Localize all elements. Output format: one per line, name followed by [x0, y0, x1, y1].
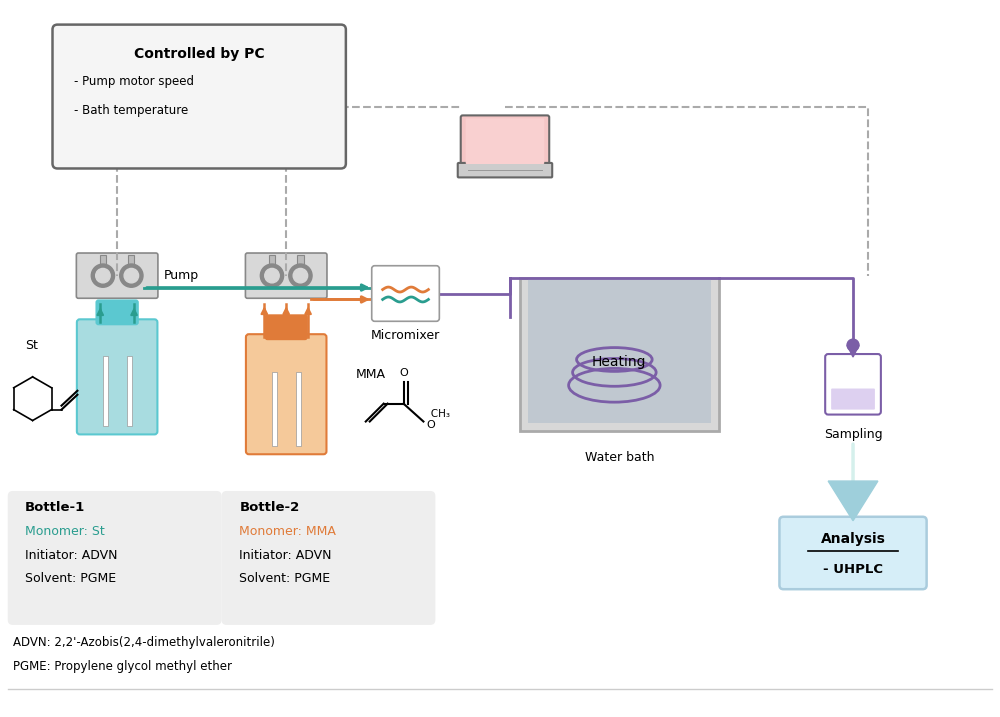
Text: - Bath temperature: - Bath temperature: [74, 105, 189, 118]
Polygon shape: [847, 345, 859, 357]
Bar: [269, 255, 275, 264]
Circle shape: [124, 268, 139, 283]
Text: St: St: [25, 338, 38, 351]
FancyBboxPatch shape: [76, 253, 158, 298]
Circle shape: [96, 268, 110, 283]
FancyBboxPatch shape: [222, 491, 435, 625]
FancyBboxPatch shape: [251, 384, 321, 450]
Text: Pump: Pump: [164, 269, 199, 282]
Polygon shape: [828, 481, 878, 521]
Text: O: O: [399, 368, 408, 378]
Text: Monomer: MMA: Monomer: MMA: [239, 525, 336, 538]
FancyBboxPatch shape: [779, 517, 927, 589]
Text: Water bath: Water bath: [585, 451, 654, 465]
Circle shape: [289, 264, 312, 288]
Text: Initiator: ADVN: Initiator: ADVN: [239, 549, 332, 562]
Circle shape: [260, 264, 284, 288]
FancyBboxPatch shape: [246, 334, 326, 455]
Bar: [100, 255, 106, 264]
FancyBboxPatch shape: [461, 115, 549, 168]
Text: - UHPLC: - UHPLC: [823, 563, 883, 576]
Bar: [272, 372, 277, 446]
Text: PGME: Propylene glycol methyl ether: PGME: Propylene glycol methyl ether: [13, 660, 232, 673]
Bar: [103, 356, 108, 427]
Text: Heating: Heating: [592, 355, 647, 369]
FancyBboxPatch shape: [466, 118, 544, 164]
Text: Solvent: PGME: Solvent: PGME: [25, 571, 116, 585]
FancyBboxPatch shape: [77, 319, 157, 435]
Text: Bottle-2: Bottle-2: [239, 501, 300, 514]
Text: ADVN: 2,2'-Azobis(2,4-dimethylvaleronitrile): ADVN: 2,2'-Azobis(2,4-dimethylvaleronitr…: [13, 636, 275, 650]
Text: CH₃: CH₃: [421, 409, 450, 419]
FancyBboxPatch shape: [831, 389, 875, 409]
FancyBboxPatch shape: [825, 354, 881, 414]
Circle shape: [120, 264, 143, 288]
Text: Initiator: ADVN: Initiator: ADVN: [25, 549, 117, 562]
Text: MMA: MMA: [356, 369, 386, 381]
FancyBboxPatch shape: [528, 277, 711, 424]
FancyBboxPatch shape: [82, 373, 152, 429]
Bar: [296, 372, 301, 446]
FancyBboxPatch shape: [53, 24, 346, 168]
Text: Solvent: PGME: Solvent: PGME: [239, 571, 331, 585]
Circle shape: [91, 264, 115, 288]
Text: Micromixer: Micromixer: [371, 329, 440, 342]
Text: Monomer: St: Monomer: St: [25, 525, 104, 538]
Text: Bottle-1: Bottle-1: [25, 501, 85, 514]
Circle shape: [293, 268, 308, 283]
Text: Controlled by PC: Controlled by PC: [134, 47, 265, 62]
FancyBboxPatch shape: [245, 253, 327, 298]
Text: Analysis: Analysis: [821, 531, 885, 546]
Circle shape: [847, 339, 859, 351]
FancyBboxPatch shape: [266, 315, 307, 339]
Text: O: O: [426, 420, 435, 430]
FancyBboxPatch shape: [372, 266, 439, 321]
FancyBboxPatch shape: [97, 300, 138, 324]
Bar: [127, 356, 132, 427]
FancyBboxPatch shape: [8, 491, 222, 625]
FancyBboxPatch shape: [520, 277, 719, 432]
Text: Sampling: Sampling: [824, 429, 882, 442]
Bar: [128, 255, 134, 264]
Circle shape: [265, 268, 279, 283]
FancyBboxPatch shape: [458, 163, 552, 177]
Bar: [297, 255, 304, 264]
Text: - Pump motor speed: - Pump motor speed: [74, 75, 194, 87]
